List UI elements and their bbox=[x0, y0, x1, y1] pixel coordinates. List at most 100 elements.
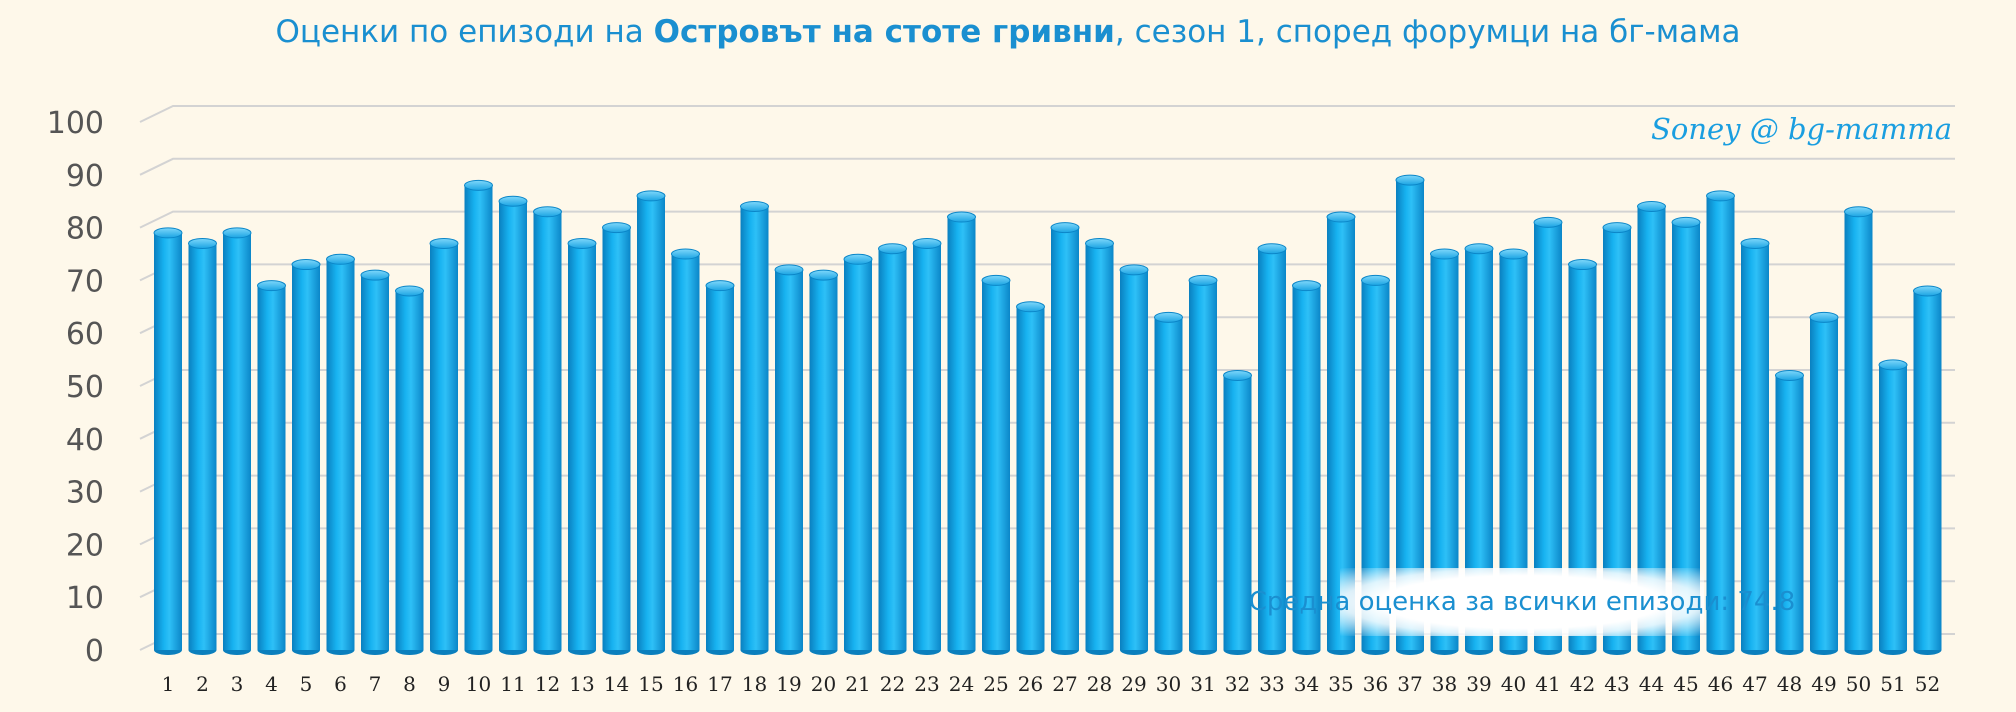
x-tick-label: 11 bbox=[500, 672, 525, 696]
bar-top bbox=[843, 253, 873, 265]
x-tick-label: 17 bbox=[707, 672, 732, 696]
bar-body bbox=[1810, 317, 1838, 650]
x-tick-label: 18 bbox=[742, 672, 767, 696]
x-tick-label: 33 bbox=[1259, 672, 1284, 696]
bar bbox=[1154, 311, 1183, 655]
bar-body bbox=[602, 227, 631, 650]
y-tick-label: 50 bbox=[66, 370, 104, 405]
bar-body bbox=[154, 232, 182, 650]
bar-body bbox=[1913, 290, 1942, 650]
bar bbox=[153, 227, 183, 655]
bar-top bbox=[1292, 280, 1321, 292]
bar-top bbox=[1050, 222, 1080, 234]
bar-body bbox=[257, 285, 286, 650]
bar bbox=[912, 237, 942, 655]
bar-top bbox=[1085, 237, 1114, 249]
title-prefix: Оценки по епизоди на bbox=[275, 14, 654, 50]
bar-top bbox=[1361, 274, 1390, 286]
bar-top bbox=[1671, 216, 1701, 228]
x-tick-label: 9 bbox=[438, 672, 451, 696]
bar bbox=[1188, 274, 1218, 655]
x-tick-label: 50 bbox=[1846, 672, 1871, 696]
bar bbox=[602, 222, 631, 655]
bar-body bbox=[637, 195, 665, 651]
y-tick-label: 40 bbox=[66, 423, 104, 458]
bar-top bbox=[1154, 311, 1183, 323]
bar bbox=[464, 179, 493, 655]
bar bbox=[1119, 264, 1149, 655]
bar bbox=[1223, 369, 1252, 655]
bar bbox=[1740, 237, 1770, 655]
bar bbox=[809, 269, 838, 655]
bar-body bbox=[1292, 285, 1321, 650]
bar-top bbox=[602, 222, 631, 234]
bar-top bbox=[774, 264, 804, 276]
bar-top bbox=[947, 211, 976, 223]
x-tick-label: 10 bbox=[466, 672, 491, 696]
x-tick-label: 6 bbox=[334, 672, 347, 696]
x-tick-label: 13 bbox=[569, 672, 594, 696]
x-tick-label: 47 bbox=[1742, 672, 1767, 696]
x-tick-label: 41 bbox=[1535, 672, 1560, 696]
bar-top bbox=[1326, 211, 1356, 223]
x-tick-label: 31 bbox=[1190, 672, 1215, 696]
bar-top bbox=[1533, 216, 1563, 228]
bar bbox=[878, 243, 907, 655]
bar-body bbox=[1741, 243, 1769, 650]
bar-body bbox=[395, 290, 424, 650]
chart-title: Оценки по епизоди на Островът на стоте г… bbox=[0, 14, 2016, 50]
bar-body bbox=[740, 206, 769, 651]
bar-body bbox=[1051, 227, 1079, 650]
x-tick-label: 24 bbox=[949, 672, 974, 696]
bar bbox=[740, 200, 769, 655]
x-tick-label: 39 bbox=[1466, 672, 1491, 696]
bar-top bbox=[1016, 301, 1045, 313]
bar-body bbox=[706, 285, 734, 650]
x-tick-label: 15 bbox=[638, 672, 663, 696]
bar bbox=[533, 206, 562, 655]
bar-top bbox=[1119, 264, 1149, 276]
bar bbox=[636, 190, 666, 655]
bar-body bbox=[775, 269, 803, 650]
y-tick-label: 90 bbox=[66, 159, 104, 194]
y-tick-label: 0 bbox=[85, 634, 104, 669]
x-tick-label: 35 bbox=[1328, 672, 1353, 696]
x-tick-label: 38 bbox=[1432, 672, 1457, 696]
x-tick-label: 14 bbox=[604, 672, 629, 696]
x-tick-label: 7 bbox=[369, 672, 382, 696]
bar bbox=[1016, 301, 1045, 655]
bar-top bbox=[981, 274, 1011, 286]
bar-top bbox=[188, 237, 217, 249]
bar bbox=[671, 248, 700, 655]
bar-top bbox=[326, 253, 355, 265]
bar-body bbox=[1775, 375, 1804, 650]
x-tick-label: 36 bbox=[1363, 672, 1388, 696]
bar-body bbox=[1016, 306, 1045, 650]
bar bbox=[222, 227, 252, 655]
bar-top bbox=[1602, 222, 1632, 234]
gridline bbox=[139, 157, 1955, 176]
bar-body bbox=[947, 217, 976, 651]
bar-body bbox=[1189, 280, 1217, 650]
y-tick-label: 30 bbox=[66, 476, 104, 511]
average-score-label: Средна оценка за всички епизоди: 74.8 bbox=[1249, 568, 1795, 636]
bar-top bbox=[257, 280, 286, 292]
x-tick-label: 29 bbox=[1121, 672, 1146, 696]
bar-body bbox=[1154, 317, 1183, 650]
bar-body bbox=[913, 243, 941, 650]
bar-body bbox=[1258, 248, 1286, 650]
bar-top bbox=[429, 237, 459, 249]
bar bbox=[1050, 222, 1080, 655]
bar-body bbox=[361, 275, 389, 650]
x-tick-label: 44 bbox=[1639, 672, 1664, 696]
bar bbox=[188, 237, 217, 655]
bar-body bbox=[671, 254, 700, 650]
bar bbox=[429, 237, 459, 655]
bar bbox=[1775, 369, 1804, 655]
bar bbox=[395, 285, 424, 655]
bar-top bbox=[1740, 237, 1770, 249]
bar-top bbox=[464, 179, 493, 191]
x-tick-label: 8 bbox=[403, 672, 416, 696]
x-tick-label: 46 bbox=[1708, 672, 1733, 696]
